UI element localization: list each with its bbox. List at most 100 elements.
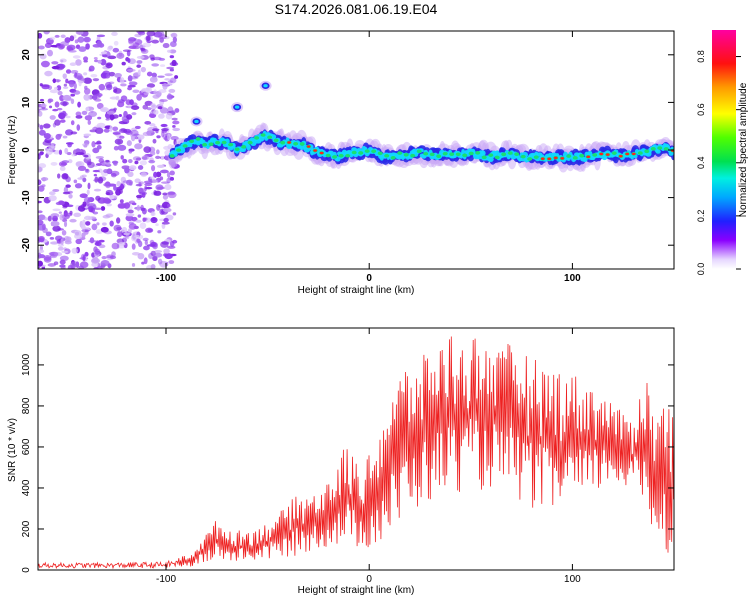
noise-speckle [158, 89, 167, 94]
trace-hotspot [481, 155, 487, 160]
noise-speckle [61, 250, 69, 254]
noise-speckle [132, 233, 136, 240]
noise-speckle [57, 246, 64, 251]
trace-hotspot [410, 153, 416, 158]
noise-speckle [129, 165, 137, 171]
noise-speckle [45, 231, 52, 237]
noise-speckle [172, 125, 176, 128]
noise-speckle [100, 259, 110, 267]
colorbar-scale [712, 30, 736, 269]
noise-speckle [169, 55, 175, 59]
noise-speckle [153, 171, 158, 178]
noise-speckle [159, 169, 169, 174]
noise-speckle [87, 203, 96, 207]
noise-speckle [113, 224, 122, 232]
noise-speckle [128, 45, 137, 50]
noise-speckle [127, 86, 133, 91]
noise-speckle [118, 114, 122, 118]
noise-speckle [145, 86, 152, 93]
noise-speckle [52, 225, 61, 232]
snr-y-tick-label: 400 [21, 479, 32, 496]
noise-speckle [140, 47, 146, 51]
noise-speckle [161, 128, 169, 132]
noise-speckle [136, 204, 141, 212]
trace-hotspot [416, 149, 422, 154]
noise-speckle [53, 261, 59, 265]
snr-x-tick-label: 0 [366, 574, 372, 585]
trace-hotspot [221, 140, 227, 145]
noise-speckle [151, 63, 160, 67]
noise-speckle [38, 110, 43, 117]
trace-hotspot [247, 140, 253, 145]
noise-speckle [140, 207, 146, 212]
noise-speckle [107, 55, 117, 60]
noise-speckle [170, 136, 179, 141]
noise-speckle [136, 94, 142, 101]
noise-speckle [134, 136, 139, 140]
noise-speckle [168, 260, 175, 265]
noise-speckle [166, 83, 173, 86]
noise-speckle [157, 75, 165, 78]
noise-speckle [143, 92, 149, 96]
trace-hotspot [280, 140, 286, 145]
noise-speckle [169, 68, 175, 72]
noise-speckle [82, 143, 89, 147]
noise-speckle [54, 101, 60, 108]
noise-speckle [122, 49, 132, 52]
spectrogram-y-tick-label: 20 [21, 49, 32, 61]
noise-speckle [82, 177, 87, 183]
noise-speckle [137, 240, 143, 248]
noise-speckle [106, 191, 110, 196]
noise-speckle [38, 224, 46, 231]
noise-speckle [61, 230, 67, 236]
noise-speckle [43, 123, 51, 129]
trace-hotspot [650, 147, 656, 151]
noise-speckle [54, 86, 59, 90]
noise-speckle [47, 263, 56, 267]
noise-speckle [141, 191, 146, 198]
trace-hotspot [436, 154, 442, 158]
noise-speckle [128, 39, 134, 44]
trace-hotspot [579, 153, 585, 158]
noise-speckle [73, 82, 77, 90]
noise-speckle [38, 166, 43, 173]
noise-speckle [52, 78, 57, 84]
noise-speckle [74, 183, 83, 189]
noise-speckle [94, 59, 99, 63]
noise-speckle [117, 101, 125, 108]
trace-hotspot [611, 151, 617, 155]
noise-speckle [68, 81, 75, 88]
colorbar-tick-label: 0.8 [696, 50, 706, 63]
noise-speckle [100, 226, 109, 233]
trace-peak [586, 155, 591, 159]
trace-peak [560, 157, 565, 160]
noise-speckle [113, 87, 122, 94]
noise-speckle [70, 131, 78, 135]
noise-speckle [88, 239, 97, 243]
trace-peak [540, 157, 545, 160]
noise-speckle [113, 145, 119, 151]
noise-speckle [139, 222, 147, 229]
noise-speckle [134, 160, 139, 165]
noise-speckle [60, 238, 64, 245]
blob-core [263, 84, 268, 88]
noise-speckle [84, 37, 90, 43]
noise-speckle [119, 183, 125, 190]
noise-speckle [121, 61, 126, 66]
noise-speckle [58, 149, 63, 155]
noise-speckle [96, 93, 103, 97]
noise-speckle [129, 99, 134, 106]
noise-speckle [169, 77, 177, 84]
noise-speckle [134, 234, 140, 238]
noise-speckle [152, 56, 162, 61]
noise-speckle [136, 64, 142, 68]
noise-speckle [94, 176, 99, 183]
noise-speckle [107, 46, 113, 52]
noise-speckle [105, 160, 110, 163]
noise-speckle [75, 238, 83, 245]
noise-speckle [78, 46, 87, 52]
noise-speckle [59, 58, 67, 63]
noise-speckle [109, 194, 115, 200]
noise-speckle [73, 179, 78, 184]
noise-speckle [57, 90, 63, 96]
